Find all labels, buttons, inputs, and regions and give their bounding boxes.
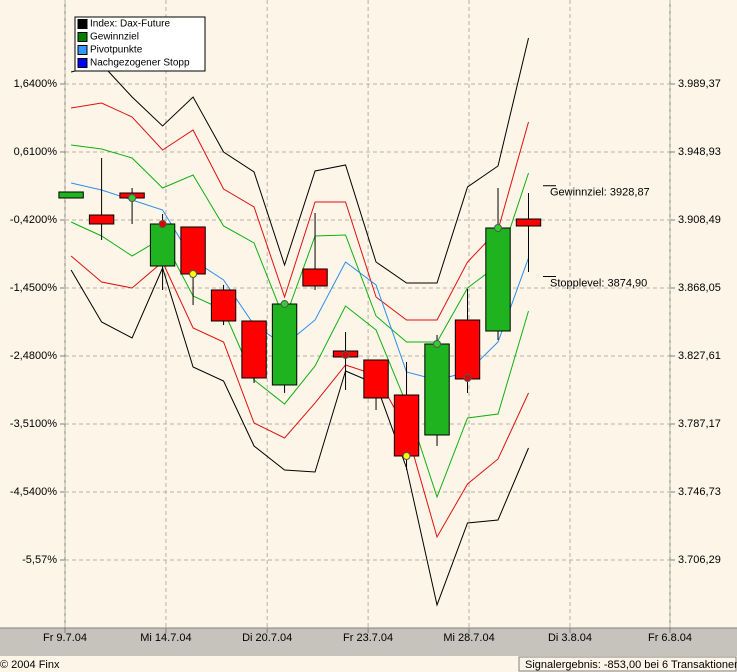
- y-tick-label: 3.787,17: [678, 418, 721, 430]
- y2-tick-label: 0,6100%: [14, 146, 58, 158]
- legend: Index: Dax-Future Gewinnziel Pivotpunkte Na…: [74, 16, 206, 72]
- y-tick-label: 3.706,29: [678, 554, 721, 566]
- legend-label: Nachgezogener Stopp: [90, 58, 190, 69]
- annotation: Stopplevel: 3874,90: [550, 277, 647, 289]
- candle-body: [149, 223, 176, 267]
- candle-body: [88, 214, 115, 225]
- candle-body: [363, 359, 389, 399]
- x-tick-label: Fr 9.7.04: [43, 632, 87, 644]
- candle-body: [424, 343, 450, 436]
- signal-marker: [341, 350, 350, 359]
- legend-swatch: [77, 45, 88, 55]
- x-tick-label: Mi 14.7.04: [140, 632, 191, 644]
- candle-body: [393, 394, 420, 457]
- candle-body: [485, 227, 511, 332]
- legend-label: Gewinnziel: [90, 32, 139, 43]
- y-tick-label: 3.989,37: [678, 78, 721, 90]
- annotation: Gewinnziel: 3928,87: [550, 187, 650, 199]
- candle-body: [58, 191, 84, 199]
- signal-marker: [463, 373, 472, 382]
- legend-swatch: [77, 19, 88, 29]
- signal-marker: [128, 193, 137, 202]
- signal-marker: [433, 339, 442, 348]
- indicator-line: [70, 221, 529, 499]
- legend-box: [74, 16, 206, 72]
- x-tick-label: Fr 6.8.04: [648, 632, 692, 644]
- x-tick-label: Di 3.8.04: [548, 632, 592, 644]
- y-tick-label: 3.746,73: [678, 486, 721, 498]
- y2-tick-label: -1,4500%: [10, 282, 57, 294]
- y2-tick-label: -0,4200%: [10, 214, 57, 226]
- candle-body: [271, 303, 298, 386]
- y2-tick-label: 1,6400%: [14, 78, 58, 90]
- legend-swatch: [77, 58, 88, 68]
- y2-tick-label: -3,5100%: [10, 418, 57, 430]
- y2-tick-label: -4,5400%: [10, 486, 57, 498]
- x-tick-label: Mi 28.7.04: [443, 632, 494, 644]
- indicator-line: [70, 266, 529, 607]
- y-tick-label: 3.868,05: [678, 282, 721, 294]
- signal-marker: [189, 269, 198, 278]
- y-tick-label: 3.908,49: [678, 214, 721, 226]
- candle-body: [515, 218, 542, 227]
- signal-marker: [158, 219, 167, 228]
- legend-swatch: [77, 32, 88, 42]
- y2-tick-label: -2,4800%: [10, 350, 57, 362]
- candle-body: [302, 268, 328, 287]
- indicator-line: [71, 102, 529, 321]
- indicator-line: [71, 144, 529, 343]
- x-tick-label: Di 20.7.04: [242, 632, 292, 644]
- indicator-line: [70, 255, 529, 539]
- candle-body: [210, 289, 237, 322]
- result: Signalergebnis: -853,00 bei 6 Transaktio…: [525, 659, 737, 671]
- y2-tick-label: -5,57%: [22, 554, 57, 566]
- y-tick-label: 3.827,61: [678, 350, 721, 362]
- copyright: © 2004 Finx: [0, 659, 60, 671]
- indicator-line: [70, 182, 529, 381]
- signal-marker: [402, 451, 411, 460]
- background: [0, 0, 737, 628]
- legend-label: Index: Dax-Future: [90, 19, 170, 30]
- result-box: [518, 656, 737, 672]
- x-tick-label: Fr 23.7.04: [343, 632, 393, 644]
- y-tick-label: 3.948,93: [678, 146, 721, 158]
- indicator-line: [70, 37, 529, 284]
- plot: 3.989,37 3.948,93 3.908,49 3.868,05 3.827,61…: [10, 0, 721, 644]
- candle-body: [241, 320, 267, 379]
- candle-body: [180, 226, 206, 275]
- legend-label: Pivotpunkte: [90, 45, 143, 56]
- signal-marker: [494, 223, 503, 232]
- candle-body: [454, 319, 481, 380]
- signal-marker: [280, 299, 289, 308]
